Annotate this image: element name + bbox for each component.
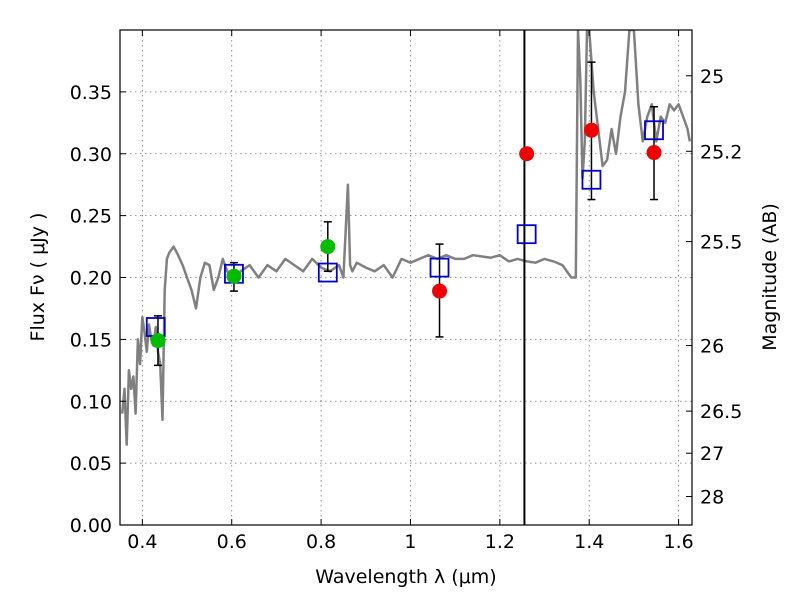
observed-flux-point	[519, 146, 535, 162]
right-tick-label: 26	[700, 336, 724, 358]
model-spectrum-line	[120, 30, 692, 446]
observed-flux-point	[432, 283, 448, 299]
x-tick-label: 1	[404, 531, 416, 553]
right-tick-label: 25.2	[700, 141, 742, 163]
observed-flux-point	[320, 239, 336, 255]
y-axis-label: Flux Fν ( μJy )	[27, 213, 49, 342]
x-tick-label: 1.6	[663, 531, 693, 553]
x-axis: 0.4 0.6 0.8 1 1.2 1.4 1.6	[127, 30, 694, 553]
observed-flux-point	[583, 122, 599, 138]
right-tick-label: 26.5	[700, 401, 742, 423]
x-tick-label: 0.8	[306, 531, 336, 553]
x-tick-label: 0.6	[217, 531, 247, 553]
y-tick-label: 0.15	[70, 329, 112, 351]
marker-layer	[145, 120, 664, 349]
y-tick-label: 0.00	[70, 515, 112, 537]
observed-flux-point	[226, 268, 242, 284]
spectrum-layer	[120, 30, 692, 446]
model-flux-square	[429, 257, 450, 278]
x-tick-label: 1.4	[574, 531, 604, 553]
right-axis: 25 25.2 25.5 26 26.5 27 28	[686, 66, 742, 509]
right-tick-label: 25	[700, 66, 724, 88]
right-axis-label: Magnitude (AB)	[759, 203, 781, 351]
model-flux-square	[644, 120, 664, 141]
errorbar-layer	[153, 61, 659, 367]
y-tick-label: 0.30	[70, 144, 112, 166]
y-tick-label: 0.35	[70, 82, 112, 104]
x-axis-label: Wavelength λ (μm)	[315, 566, 496, 588]
model-flux-square	[317, 262, 338, 283]
y-tick-label: 0.05	[70, 453, 112, 475]
observed-flux-point	[646, 145, 662, 161]
model-flux-square	[516, 224, 537, 245]
right-tick-label: 28	[700, 487, 724, 509]
right-tick-label: 27	[700, 443, 724, 465]
y-tick-label: 0.25	[70, 206, 112, 228]
y-tick-label: 0.10	[70, 391, 112, 413]
x-tick-label: 1.2	[485, 531, 515, 553]
y-tick-label: 0.20	[70, 268, 112, 290]
grid-layer	[120, 30, 692, 525]
right-tick-label: 25.5	[700, 232, 742, 254]
observed-flux-point	[150, 333, 166, 349]
model-flux-square	[581, 169, 602, 190]
x-tick-label: 0.4	[127, 531, 157, 553]
y-axis: 0.00 0.05 0.10 0.15 0.20 0.25 0.30 0.35	[70, 82, 126, 537]
